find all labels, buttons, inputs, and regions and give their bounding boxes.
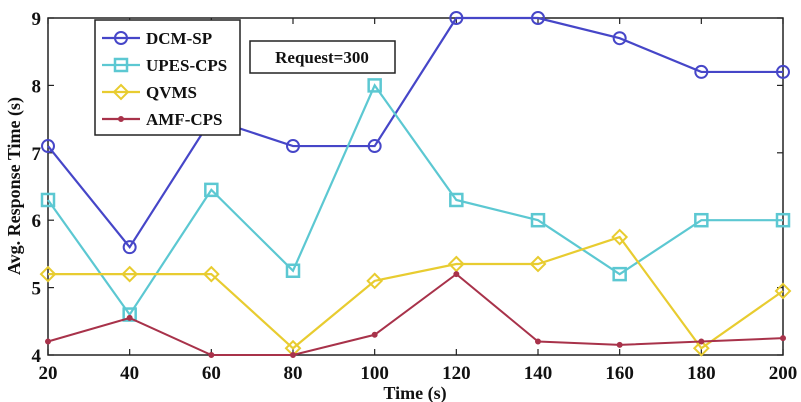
x-tick-label: 160	[605, 363, 634, 384]
annotation-text: Request=300	[275, 48, 369, 67]
data-point	[39, 265, 57, 283]
data-point	[694, 64, 709, 79]
series-amf-cps	[45, 271, 786, 358]
axis-ticks: 20 40 60 80 100 120 140 160 180 200 4 5 6 7 8 9	[32, 9, 798, 384]
data-point	[774, 282, 792, 300]
data-point	[698, 338, 705, 345]
data-point	[611, 228, 629, 246]
data-point	[612, 31, 627, 46]
legend-label: AMF-CPS	[146, 110, 222, 129]
series-dcm-sp	[41, 11, 790, 255]
data-point	[202, 265, 220, 283]
legend-marker	[112, 83, 130, 101]
series-line	[48, 235, 784, 350]
data-point	[41, 139, 55, 154]
data-point	[290, 352, 296, 358]
x-tick-label: 80	[284, 363, 303, 384]
legend-item: UPES-CPS	[102, 56, 227, 75]
legend: DCM-SP UPES-CPS QVMS AMF-CPS	[94, 19, 241, 136]
y-axis-label: Avg. Response Time (s)	[4, 97, 25, 275]
series-line	[47, 16, 783, 250]
data-point	[285, 263, 301, 278]
data-point	[121, 265, 139, 283]
data-point	[122, 240, 137, 255]
y-tick-label: 9	[32, 9, 42, 30]
y-tick-label: 6	[32, 211, 42, 232]
legend-label: UPES-CPS	[146, 56, 227, 75]
legend-marker	[114, 31, 128, 45]
x-axis-label: Time (s)	[383, 383, 446, 402]
series-line	[47, 83, 783, 317]
legend-item: DCM-SP	[102, 29, 212, 48]
legend-label: DCM-SP	[146, 29, 212, 48]
x-tick-label: 140	[524, 363, 553, 384]
legend-box	[94, 19, 241, 136]
y-tick-label: 4	[32, 346, 42, 367]
data-point	[367, 139, 382, 154]
data-point	[204, 182, 219, 198]
data-point	[40, 192, 56, 208]
data-point	[612, 266, 627, 282]
data-point	[692, 339, 710, 357]
x-tick-label: 40	[120, 363, 139, 384]
data-point	[453, 271, 460, 278]
data-point	[616, 341, 623, 348]
data-point	[535, 338, 541, 345]
series-lines	[39, 11, 792, 358]
data-point	[45, 338, 51, 345]
y-tick-label: 8	[32, 76, 42, 97]
series-line	[47, 272, 784, 356]
x-tick-label: 180	[687, 363, 716, 384]
data-point	[531, 11, 545, 25]
data-point	[126, 314, 133, 321]
x-tick-label: 200	[769, 363, 798, 384]
data-point	[694, 212, 709, 228]
annotation-box: Request=300	[249, 40, 396, 74]
data-point	[449, 192, 464, 208]
x-tick-label: 100	[360, 363, 389, 384]
data-point	[780, 335, 786, 342]
data-point	[371, 331, 378, 338]
data-point	[529, 255, 547, 273]
data-point	[530, 212, 546, 228]
legend-label: QVMS	[146, 83, 197, 102]
legend-marker	[118, 116, 124, 122]
legend-marker	[113, 57, 129, 73]
data-point	[449, 11, 464, 25]
data-point	[775, 212, 791, 228]
y-tick-label: 7	[32, 144, 42, 165]
data-point	[366, 272, 384, 290]
data-point	[208, 352, 215, 358]
data-point	[367, 78, 382, 93]
legend-item: QVMS	[102, 83, 197, 102]
data-point	[286, 139, 300, 154]
y-tick-label: 5	[32, 279, 42, 300]
x-tick-label: 20	[39, 363, 58, 384]
legend-item: AMF-CPS	[102, 110, 222, 129]
data-point	[776, 64, 790, 79]
series-upes-cps	[40, 78, 791, 322]
x-tick-label: 120	[442, 363, 471, 384]
data-point	[447, 255, 465, 273]
x-tick-label: 60	[202, 363, 221, 384]
